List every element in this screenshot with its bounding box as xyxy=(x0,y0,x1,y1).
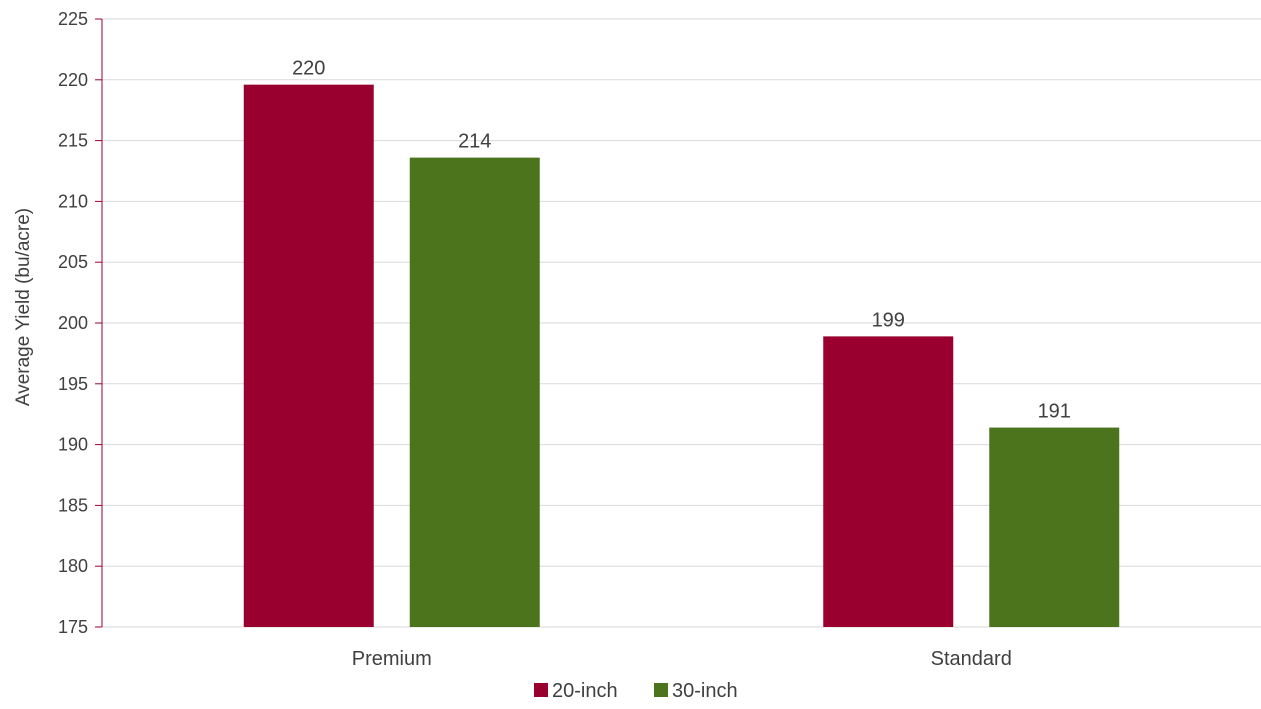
data-label: 199 xyxy=(872,309,905,331)
data-label: 191 xyxy=(1038,401,1071,423)
y-tick-label: 180 xyxy=(58,556,88,576)
legend-label: 20-inch xyxy=(552,680,618,702)
y-tick-label: 190 xyxy=(58,435,88,455)
bar-20-inch-premium xyxy=(243,84,374,627)
y-tick-label: 185 xyxy=(58,495,88,515)
legend-swatch xyxy=(534,683,548,697)
x-category-label: Standard xyxy=(931,648,1012,670)
data-label: 220 xyxy=(292,58,325,80)
y-tick-label: 175 xyxy=(58,617,88,637)
legend-swatch xyxy=(654,683,668,697)
legend: 20-inch 30-inch xyxy=(534,680,738,702)
y-tick-label: 195 xyxy=(58,374,88,394)
y-tick-label: 225 xyxy=(58,9,88,29)
y-tick-label: 210 xyxy=(58,191,88,211)
legend-label: 30-inch xyxy=(672,680,738,702)
y-tick-label: 205 xyxy=(58,252,88,272)
x-axis-categories: Premium Standard xyxy=(352,648,1012,670)
bars xyxy=(243,84,1120,627)
y-tick-label: 200 xyxy=(58,313,88,333)
data-label: 214 xyxy=(458,131,491,153)
data-labels: 220 214 199 191 xyxy=(292,58,1071,423)
y-tick-label: 215 xyxy=(58,131,88,151)
y-tick-label: 220 xyxy=(58,70,88,90)
y-axis-ticks: 175 180 185 190 195 200 205 210 215 220 225 xyxy=(58,9,102,637)
x-category-label: Premium xyxy=(352,648,432,670)
bar-30-inch-standard xyxy=(989,427,1120,627)
y-axis-label: Average Yield (bu/acre) xyxy=(13,208,34,406)
bar-30-inch-premium xyxy=(409,157,540,627)
bar-20-inch-standard xyxy=(823,336,954,627)
